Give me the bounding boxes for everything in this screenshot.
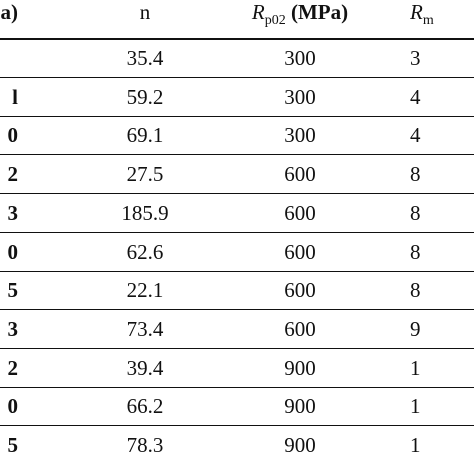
row-label: 3: [7, 318, 19, 340]
row-rm: 8: [410, 280, 421, 302]
row-rp02: 600: [284, 200, 316, 225]
row-divider: [0, 115, 474, 117]
row-rm: 8: [410, 241, 421, 263]
row-n: 35.4: [126, 46, 164, 70]
row-label: 0: [7, 241, 19, 263]
row-divider: [0, 309, 474, 311]
row-rp02: 300: [284, 123, 316, 148]
row-rm: 8: [410, 202, 421, 224]
row-rp02: 300: [284, 46, 316, 70]
header-rm-subscript: m: [422, 13, 434, 28]
row-n: 27.5: [126, 162, 164, 187]
row-label: 5: [7, 435, 19, 456]
row-rm: 1: [410, 357, 421, 379]
row-label: 0: [7, 125, 19, 147]
header-rp02-subscript: p02: [264, 13, 286, 28]
row-n: 73.4: [126, 316, 164, 341]
row-rm: 3: [410, 48, 421, 69]
row-rm: 4: [410, 86, 421, 108]
row-rp02: 300: [284, 84, 316, 109]
row-n: 78.3: [126, 433, 164, 457]
header-rule: [0, 38, 474, 40]
row-divider: [0, 154, 474, 156]
row-rp02: 900: [284, 433, 316, 457]
row-divider: [0, 347, 474, 349]
row-rp02: 600: [284, 162, 316, 187]
header-col-rp02: Rp02 (MPa): [220, 2, 380, 36]
row-rp02: 900: [284, 355, 316, 380]
header-col-n: n: [139, 0, 151, 24]
row-rp02: 600: [284, 278, 316, 303]
row-label: l: [12, 86, 18, 108]
row-rp02: 600: [284, 239, 316, 264]
row-rm: 8: [410, 164, 421, 186]
row-n: 185.9: [121, 200, 169, 225]
row-label: 3: [7, 202, 19, 224]
row-n: 59.2: [126, 84, 164, 109]
row-label: 2: [7, 164, 19, 186]
row-divider: [0, 386, 474, 388]
row-divider: [0, 270, 474, 272]
header-rp02-symbol: R: [251, 0, 265, 24]
row-n: 69.1: [126, 123, 164, 148]
row-n: 62.6: [126, 239, 164, 264]
row-rp02: 600: [284, 316, 316, 341]
row-rm: 9: [410, 318, 421, 340]
row-n: 39.4: [126, 355, 164, 380]
header-col-0: a): [0, 2, 19, 24]
row-label: 0: [7, 396, 19, 418]
row-rm: 1: [410, 435, 421, 456]
row-label: 5: [7, 280, 19, 302]
row-label: 2: [7, 357, 19, 379]
row-rm: 1: [410, 396, 421, 418]
header-col-rm: Rm: [410, 2, 474, 36]
row-divider: [0, 231, 474, 233]
row-rm: 4: [410, 125, 421, 147]
header-rm-symbol: R: [410, 2, 423, 24]
row-rp02: 900: [284, 394, 316, 419]
row-n: 22.1: [126, 278, 164, 303]
row-n: 66.2: [126, 394, 164, 419]
row-divider: [0, 77, 474, 78]
row-divider: [0, 193, 474, 195]
header-rp02-unit: (MPa): [285, 0, 349, 24]
row-divider: [0, 425, 474, 427]
